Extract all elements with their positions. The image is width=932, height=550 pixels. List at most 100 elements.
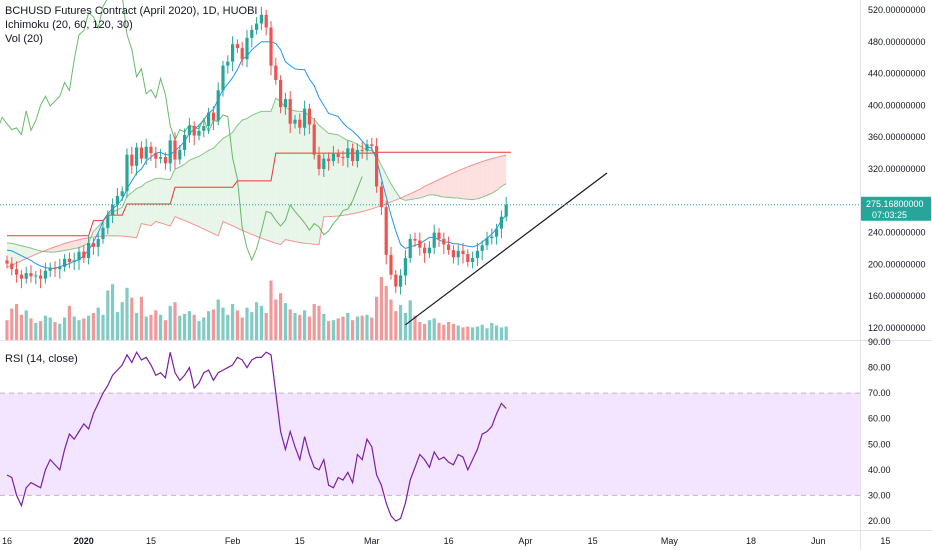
rsi-line <box>6 350 507 522</box>
candle-body <box>456 250 460 258</box>
candle-body <box>159 157 163 159</box>
candle-body <box>264 14 268 28</box>
rsi-tick-label: 20.00 <box>868 516 891 526</box>
candle-body <box>485 238 489 246</box>
volume-bar <box>432 318 436 340</box>
cloud-segment <box>151 178 156 226</box>
candle-body <box>312 124 316 155</box>
rsi-tick-label: 80.00 <box>868 363 891 373</box>
volume-bar <box>48 317 52 340</box>
volume-bar <box>279 293 283 340</box>
volume-bar <box>187 311 191 340</box>
candle-body <box>130 154 134 166</box>
volume-bar <box>72 316 76 340</box>
candle-body <box>144 146 148 159</box>
price-tick-label: 480.00000000 <box>868 37 926 47</box>
cloud-segment <box>295 110 300 243</box>
volume-bar <box>39 321 43 340</box>
volume-bar <box>67 305 71 340</box>
candle-body <box>413 238 417 241</box>
volume-bar <box>384 286 388 340</box>
volume-bar <box>183 313 187 340</box>
candle-body <box>101 227 105 239</box>
cloud-segment <box>112 209 118 236</box>
volume-bar <box>135 313 139 340</box>
cloud-segment <box>328 133 334 217</box>
indicator-volume[interactable]: Vol (20) <box>5 33 43 45</box>
cloud-segment <box>482 160 487 198</box>
trendline[interactable] <box>405 172 608 326</box>
volume-bar <box>87 315 91 340</box>
candle-body <box>245 37 249 60</box>
volume-bar <box>375 296 379 340</box>
volume-bar <box>341 316 345 340</box>
cloud-segment <box>415 189 420 199</box>
volume-bar <box>413 315 417 340</box>
candle-body <box>24 273 28 279</box>
cloud-segment <box>59 243 65 252</box>
candle-body <box>226 61 230 66</box>
candle-body <box>365 144 369 151</box>
candle-body <box>293 119 297 124</box>
indicator-ichimoku[interactable]: Ichimoku (20, 60, 120, 30) <box>5 19 133 31</box>
volume-bar <box>456 325 460 340</box>
time-tick-label: 15 <box>588 536 598 546</box>
cloud-segment <box>424 184 430 197</box>
candle-body <box>231 44 235 62</box>
candle-body <box>399 275 403 287</box>
volume-bar <box>471 327 475 340</box>
candle-body <box>442 238 446 245</box>
candle-body <box>48 267 52 271</box>
candle-body <box>10 263 14 270</box>
price-tick-label: 400.00000000 <box>868 100 926 110</box>
countdown-label: 07:03:25 <box>872 210 907 220</box>
volume-bar <box>29 318 33 340</box>
cloud-segment <box>448 172 454 199</box>
cloud-segment <box>117 207 123 237</box>
volume-bar <box>125 287 129 340</box>
volume-bar <box>303 310 307 340</box>
cloud-segment <box>237 120 243 231</box>
candle-body <box>360 149 364 151</box>
time-tick-label: Feb <box>225 536 241 546</box>
candle-body <box>135 147 139 166</box>
cloud-segment <box>93 226 99 238</box>
candle-body <box>307 108 311 125</box>
candle-body <box>403 258 407 276</box>
volume-bar <box>451 323 455 340</box>
chart-title[interactable]: BCHUSD Futures Contract (April 2020), 1D… <box>5 5 258 17</box>
cloud-segment <box>487 158 492 196</box>
cloud-segment <box>491 157 497 194</box>
cloud-segment <box>299 111 305 244</box>
volume-bar <box>437 322 441 340</box>
volume-bar <box>207 311 211 340</box>
candle-body <box>355 149 359 162</box>
candle-body <box>96 238 100 247</box>
candle-body <box>29 273 33 277</box>
cloud-segment <box>256 111 262 239</box>
rsi-band <box>0 393 860 496</box>
volume-bar <box>365 314 369 340</box>
volume-bar <box>403 313 407 340</box>
candle-body <box>288 99 292 124</box>
volume-bar <box>120 302 124 340</box>
candle-body <box>259 14 263 24</box>
candle-body <box>437 232 441 239</box>
volume-bar <box>34 322 38 340</box>
candle-body <box>240 48 244 60</box>
volume-bar <box>226 314 230 340</box>
cloud-segment <box>247 115 252 235</box>
volume-bar <box>58 323 62 340</box>
cloud-segment <box>79 238 84 248</box>
rsi-pane <box>0 350 860 522</box>
candle-body <box>34 275 38 277</box>
cloud-segment <box>400 195 406 201</box>
trendline-segment <box>405 172 608 326</box>
senkou-span-a <box>6 97 507 253</box>
volume-bar <box>149 314 153 340</box>
candle-body <box>168 140 172 164</box>
volume-bar <box>423 323 427 340</box>
rsi-title[interactable]: RSI (14, close) <box>5 353 78 365</box>
time-tick-label: Jun <box>811 536 826 546</box>
